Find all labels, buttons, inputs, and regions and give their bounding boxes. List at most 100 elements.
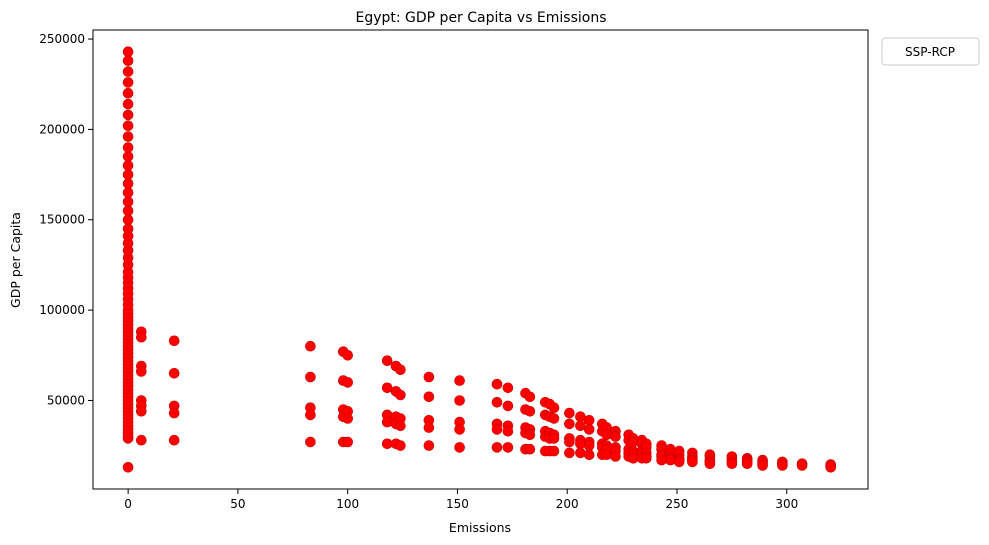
y-tick-labels: 50000 100000 150000 200000 250000 [39,32,85,407]
x-tick-labels: 0 50 100 150 200 250 300 [124,497,798,511]
data-point [564,407,575,419]
data-point [122,87,134,99]
data-point [122,196,134,207]
data-point [122,120,134,132]
data-point [564,436,575,448]
data-point [122,55,134,67]
data-point [305,340,316,352]
data-point [423,422,435,433]
data-point [575,438,586,450]
data-point [502,425,514,437]
legend-title: SSP-RCP [905,45,955,59]
data-point [548,433,560,444]
data-point [305,371,316,383]
data-points [122,46,837,473]
x-tick-label: 50 [230,497,245,511]
x-tick-label: 100 [336,497,359,511]
data-point [777,460,788,471]
data-point [640,452,652,464]
data-point [524,391,536,403]
data-point [673,456,685,468]
y-tick-label: 150000 [39,213,85,227]
x-tick-label: 0 [124,497,132,511]
x-tick-label: 150 [446,497,469,511]
data-point [454,395,465,406]
data-point [610,451,621,462]
data-point [627,452,639,464]
data-point [575,447,586,459]
data-point [524,405,536,417]
data-point [575,411,586,423]
data-point [548,413,560,424]
data-point [168,407,180,419]
data-point [395,420,406,432]
data-point [454,424,465,435]
y-tick-label: 200000 [39,122,85,136]
data-point [136,405,147,417]
data-point [122,160,134,171]
data-point [122,131,134,142]
data-point [423,391,435,403]
data-point [601,429,613,441]
data-point [583,414,595,426]
data-point [583,440,595,451]
data-point [564,418,575,430]
data-point [491,378,503,390]
data-point [122,223,134,235]
data-point [136,331,147,343]
data-point [381,416,393,428]
data-point [491,442,503,453]
data-point [122,142,134,153]
data-point [548,445,560,457]
data-point [122,214,134,225]
y-tick-label: 50000 [47,393,85,407]
data-point [583,424,595,435]
data-point [122,77,134,88]
data-point [395,440,406,451]
data-point [825,461,837,473]
data-point [342,377,354,388]
data-point [122,187,134,198]
data-point [502,400,514,412]
data-point [122,98,134,110]
legend-box [881,37,980,66]
data-point [342,413,354,424]
data-point [502,382,514,394]
data-point [524,429,536,441]
data-point [122,461,134,473]
data-point [796,460,808,471]
data-point [454,375,465,386]
data-point [342,436,354,448]
chart-title: Egypt: GDP per Capita vs Emissions [355,10,606,26]
data-point [122,46,134,58]
data-point [548,402,560,414]
data-point [168,367,180,379]
data-point [687,456,698,468]
x-tick-label: 300 [775,497,798,511]
data-point [423,440,435,451]
data-point [524,443,536,455]
data-point [423,371,435,383]
data-point [168,434,180,446]
data-point [122,169,134,180]
data-point [305,436,316,448]
data-point [168,335,180,347]
data-point [395,389,406,401]
data-point [122,66,134,77]
data-point [491,424,503,435]
data-point [381,382,393,394]
data-point [395,364,406,376]
axis-ticks [88,38,788,494]
data-point [627,436,639,448]
data-point [381,355,393,367]
data-point [575,420,586,432]
data-point [305,409,316,421]
data-point [122,151,134,162]
data-point [491,396,503,408]
data-point [502,442,514,453]
data-point [136,366,147,377]
data-point [564,447,575,459]
data-point [583,449,595,461]
data-point [122,109,134,121]
